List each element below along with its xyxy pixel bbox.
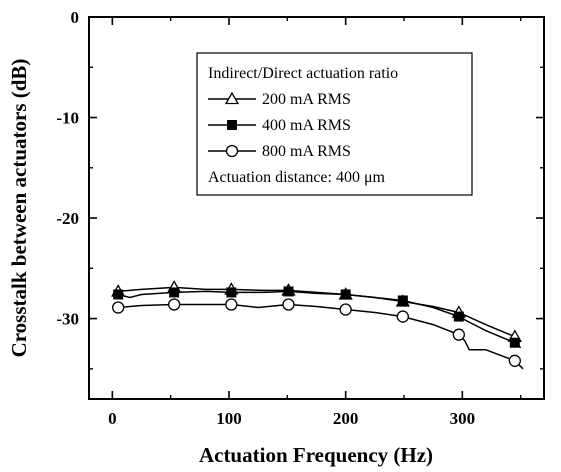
x-tick-label: 200 (333, 409, 359, 428)
data-point-400-ma-rms (113, 289, 124, 300)
legend-label-200-ma-rms: 200 mA RMS (262, 91, 351, 108)
y-tick-label: -20 (56, 209, 79, 228)
legend-marker-800-ma-rms (225, 144, 239, 158)
data-point-400-ma-rms (340, 289, 351, 300)
x-axis-title: Actuation Frequency (Hz) (199, 443, 433, 467)
series-line-400-ma-rms (118, 290, 522, 349)
data-point-400-ma-rms (169, 287, 180, 298)
series-markers (111, 280, 522, 367)
data-point-800-ma-rms (452, 328, 465, 341)
data-point-800-ma-rms (225, 298, 238, 311)
data-point-800-ma-rms (339, 303, 352, 316)
x-tick-label: 0 (108, 409, 117, 428)
axis-ticks: 0 100 200 300 0 -10 -20 -30 (56, 8, 544, 428)
legend-marker-400-ma-rms (227, 120, 237, 130)
plot-frame (88, 16, 545, 400)
data-point-800-ma-rms (508, 354, 521, 367)
y-axis-title: Crosstalk between actuators (dB) (7, 59, 31, 358)
y-tick-label: -30 (56, 310, 79, 329)
series-lines (118, 286, 524, 370)
legend-label-800-ma-rms: 800 mA RMS (262, 143, 351, 160)
legend-items: 200 mA RMS 400 mA RMS 800 mA RMS (208, 91, 351, 160)
legend-marker-200-ma-rms (224, 91, 240, 105)
x-tick-label: 100 (216, 409, 242, 428)
data-point-400-ma-rms (226, 287, 237, 298)
legend-label-400-ma-rms: 400 mA RMS (262, 117, 351, 134)
data-point-400-ma-rms (397, 295, 408, 306)
data-point-800-ma-rms (112, 301, 125, 314)
legend-box (196, 52, 473, 196)
y-tick-label: -10 (56, 109, 79, 128)
series-line-800-ma-rms (118, 303, 524, 370)
data-point-400-ma-rms (453, 311, 464, 322)
data-point-400-ma-rms (283, 286, 294, 297)
data-point-800-ma-rms (282, 298, 295, 311)
legend: Indirect/Direct actuation ratio 200 mA R… (196, 52, 473, 196)
data-point-800-ma-rms (168, 298, 181, 311)
data-point-800-ma-rms (396, 310, 409, 323)
legend-title: Indirect/Direct actuation ratio (208, 65, 398, 82)
y-tick-label: 0 (71, 8, 80, 27)
data-point-400-ma-rms (509, 337, 520, 348)
legend-note: Actuation distance: 400 μm (208, 169, 386, 186)
x-tick-label: 300 (450, 409, 476, 428)
